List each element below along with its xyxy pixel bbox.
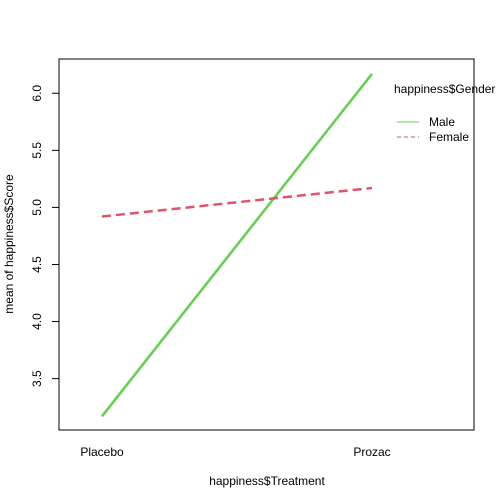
series-layer [101, 73, 373, 418]
legend-label-female: Female [429, 130, 469, 144]
legend-label-male: Male [429, 115, 455, 129]
y-tick-label: 5.5 [30, 142, 44, 159]
x-tick-label: Placebo [80, 445, 124, 459]
x-axis: Placebo Prozac [80, 445, 390, 459]
y-tick-label: 4.0 [30, 313, 44, 330]
y-axis: 3.5 4.0 4.5 5.0 5.5 6.0 [30, 85, 60, 387]
series-line-female [101, 186, 373, 218]
y-tick-label: 4.5 [30, 256, 44, 273]
y-tick-label: 5.0 [30, 199, 44, 216]
y-tick-label: 3.5 [30, 370, 44, 387]
series-line-male [101, 73, 373, 418]
x-tick-label: Prozac [353, 445, 390, 459]
y-tick-label: 6.0 [30, 85, 44, 102]
legend-title: happiness$Gender [394, 82, 495, 96]
x-axis-title: happiness$Treatment [209, 474, 325, 488]
plot-frame [58, 58, 475, 431]
y-axis-title: mean of happiness$Score [2, 174, 16, 314]
